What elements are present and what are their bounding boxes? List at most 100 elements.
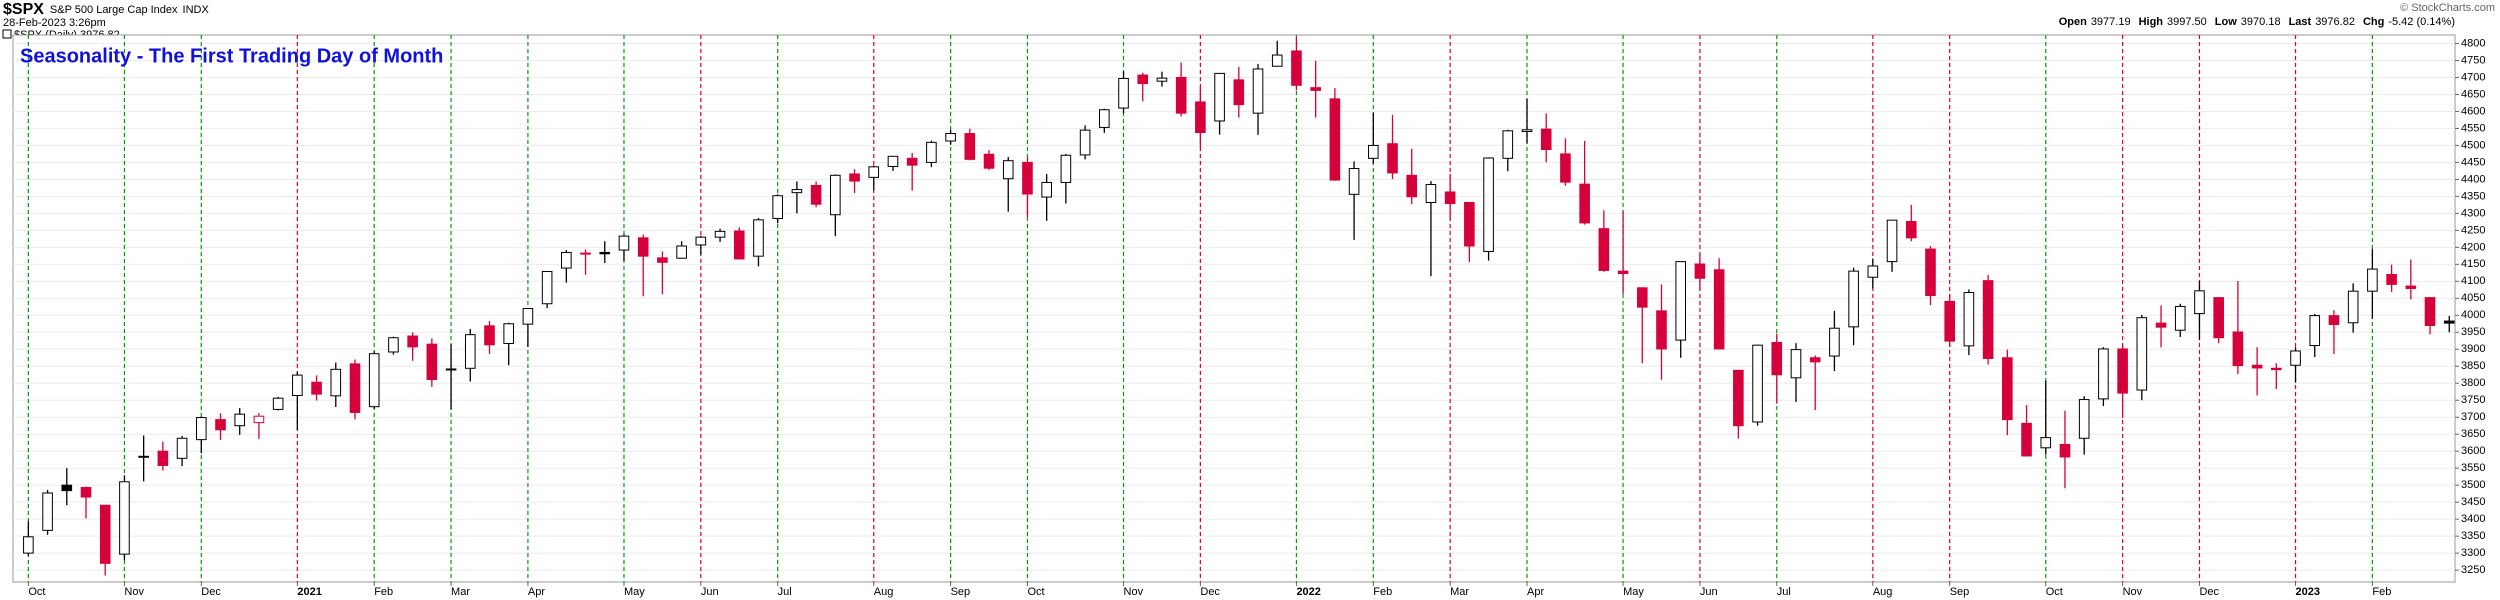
candle-body bbox=[1406, 174, 1418, 198]
credit: © StockCharts.com bbox=[2400, 2, 2495, 14]
candle-body bbox=[1060, 154, 1072, 183]
x-tick-label: Dec bbox=[201, 586, 221, 598]
candle-body bbox=[1502, 130, 1514, 159]
quote-value: 3970.18 bbox=[2241, 16, 2281, 28]
candle-body bbox=[1310, 87, 1321, 91]
candle-body bbox=[1118, 77, 1129, 109]
candle-body bbox=[157, 450, 169, 466]
x-tick-label: Nov bbox=[124, 586, 144, 598]
candle-body bbox=[2405, 285, 2417, 289]
y-tick-label: 4650 bbox=[2461, 88, 2485, 100]
candle-body bbox=[618, 235, 630, 251]
candle-body bbox=[2424, 297, 2436, 326]
y-tick-label: 4250 bbox=[2461, 224, 2485, 236]
candle-body bbox=[1156, 77, 1168, 82]
candle-body bbox=[80, 487, 92, 498]
y-tick-label: 4750 bbox=[2461, 54, 2485, 66]
x-tick-label: Jun bbox=[1700, 586, 1718, 598]
candle-body bbox=[906, 157, 918, 166]
x-tick-label: Jul bbox=[778, 586, 792, 598]
candle-body bbox=[503, 323, 515, 344]
legend-icon bbox=[2, 29, 12, 39]
candle-body bbox=[1022, 161, 1033, 195]
quote-value: -5.42 (0.14%) bbox=[2388, 16, 2455, 28]
candle-body bbox=[1233, 79, 1245, 106]
candle-body bbox=[2117, 348, 2128, 394]
candle-body bbox=[2271, 367, 2282, 371]
candle-body bbox=[926, 141, 937, 163]
candle-body bbox=[2098, 348, 2109, 400]
candle-body bbox=[1444, 191, 1456, 205]
candle-body bbox=[1675, 261, 1687, 341]
candle-body bbox=[1944, 300, 1955, 342]
candle-body bbox=[1636, 287, 1648, 308]
exchange: INDX bbox=[183, 4, 210, 16]
candle-body bbox=[407, 335, 418, 348]
candle-body bbox=[1829, 327, 1840, 357]
header-line: $SPX S&P 500 Large Cap Index INDX bbox=[3, 1, 209, 18]
x-tick-label: May bbox=[1623, 586, 1644, 598]
candle-body bbox=[2347, 290, 2359, 324]
y-tick-label: 3600 bbox=[2461, 445, 2485, 457]
candle-body bbox=[1598, 228, 1610, 271]
plot-area: 3250 3300 3350 3400 3450 3500 3550 3600 3650 3700… bbox=[12, 34, 2485, 598]
candle-body bbox=[330, 368, 342, 397]
candle-body bbox=[1579, 183, 1590, 224]
quote-label: Open bbox=[2059, 16, 2087, 28]
candle-body bbox=[253, 415, 265, 424]
candle-body bbox=[945, 133, 956, 142]
candle-body bbox=[1214, 72, 1225, 122]
y-tick-label: 3950 bbox=[2461, 326, 2485, 338]
candle-body bbox=[1348, 168, 1360, 195]
candle-body bbox=[580, 252, 591, 255]
y-tick-label: 4600 bbox=[2461, 105, 2485, 117]
y-tick-label: 4500 bbox=[2461, 139, 2485, 151]
y-tick-label: 3350 bbox=[2461, 530, 2485, 542]
candle-body bbox=[1656, 310, 1667, 350]
candle-body bbox=[2443, 320, 2455, 324]
candle-body bbox=[541, 270, 553, 305]
candle-body bbox=[2309, 315, 2321, 347]
candle-body bbox=[1963, 292, 1975, 347]
candle-body bbox=[522, 308, 534, 325]
candle-body bbox=[1099, 109, 1110, 128]
x-tick-label: Mar bbox=[1450, 586, 1469, 598]
y-tick-label: 3900 bbox=[2461, 343, 2485, 355]
candle-body bbox=[1425, 183, 1437, 203]
candle-body bbox=[23, 536, 34, 554]
candle-body bbox=[1464, 201, 1475, 247]
candle-body bbox=[810, 185, 822, 205]
y-tick-label: 4800 bbox=[2461, 37, 2485, 49]
y-tick-label: 3550 bbox=[2461, 462, 2485, 474]
x-tick-label: Oct bbox=[1027, 586, 1044, 598]
candle-body bbox=[753, 219, 764, 257]
candle-body bbox=[637, 237, 649, 257]
x-tick-label: Apr bbox=[1527, 586, 1544, 598]
y-tick-label: 3450 bbox=[2461, 496, 2485, 508]
candle-body bbox=[1271, 54, 1283, 67]
candle-body bbox=[484, 325, 495, 346]
candle-body bbox=[983, 153, 995, 169]
y-tick-label: 4450 bbox=[2461, 156, 2485, 168]
quote: Open 3977.19 High 3997.50 Low 3970.18 Last 3976… bbox=[2059, 16, 2455, 28]
candle-body bbox=[1002, 160, 1014, 180]
candle-body bbox=[1713, 269, 1725, 350]
x-tick-label: Oct bbox=[28, 586, 45, 598]
x-tick-label: Aug bbox=[1873, 586, 1893, 598]
index-name: S&P 500 Large Cap Index bbox=[50, 4, 178, 16]
quote-value: 3976.82 bbox=[2315, 16, 2355, 28]
x-tick-label: Feb bbox=[2372, 586, 2391, 598]
candle-body bbox=[2021, 422, 2032, 457]
candle-body bbox=[1560, 153, 1571, 183]
date: 28-Feb-2023 3:26pm bbox=[3, 17, 106, 29]
x-tick-label: Feb bbox=[374, 586, 393, 598]
candle-body bbox=[561, 251, 572, 269]
candle-body bbox=[215, 419, 226, 431]
x-tick-label: Jul bbox=[1777, 586, 1791, 598]
candle-body bbox=[138, 455, 149, 458]
candle-body bbox=[1752, 344, 1763, 423]
candle-body bbox=[2213, 297, 2224, 339]
candle-body bbox=[887, 155, 899, 167]
